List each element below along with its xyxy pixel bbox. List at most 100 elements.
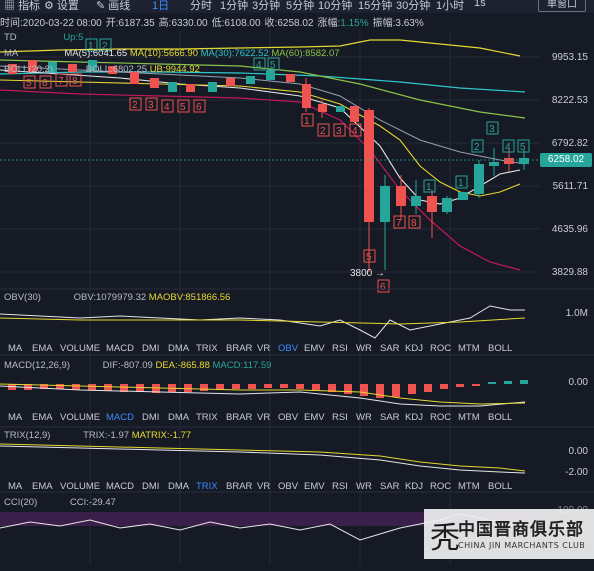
tab-brar[interactable]: BRAR <box>226 412 253 423</box>
grid-lines <box>0 30 540 565</box>
tab-volume[interactable]: VOLUME <box>60 343 101 354</box>
tab-mtm[interactable]: MTM <box>458 343 480 354</box>
tab-dma[interactable]: DMA <box>168 481 190 492</box>
tab-rsi[interactable]: RSI <box>332 412 348 423</box>
tab-dmi[interactable]: DMI <box>142 343 160 354</box>
indicator-label: 指标 <box>18 0 41 12</box>
chart-type-select[interactable]: 单窗口 <box>538 0 586 12</box>
tab-vr[interactable]: VR <box>257 481 271 492</box>
timeframe-1h[interactable]: 1小时 <box>436 0 465 12</box>
price-axis-label: 8222.53 <box>551 95 588 106</box>
boll-ub-value: UB:9944.92 <box>149 64 200 75</box>
tab-ema[interactable]: EMA <box>32 481 53 492</box>
obv-legend: OBV(30) OBV:1079979.32 MAOBV:851866.56 <box>4 292 230 303</box>
svg-text:6: 6 <box>380 282 386 293</box>
tab-obv[interactable]: OBV <box>278 343 299 354</box>
timeframe-15min[interactable]: 15分钟 <box>358 0 393 12</box>
timeframe-timeshare[interactable]: 分时 <box>190 0 212 12</box>
tab-macd[interactable]: MACD <box>106 343 134 354</box>
tab-sar[interactable]: SAR <box>380 343 400 354</box>
tab-mtm[interactable]: MTM <box>458 412 480 423</box>
tab-kdj[interactable]: KDJ <box>405 343 423 354</box>
svg-text:5: 5 <box>26 78 32 89</box>
tab-ma[interactable]: MA <box>8 343 23 354</box>
boll-label: BOLL(20,2) <box>4 64 54 75</box>
tab-brar[interactable]: BRAR <box>226 481 253 492</box>
trix-line <box>0 445 526 474</box>
tab-rsi[interactable]: RSI <box>332 481 348 492</box>
candles <box>8 60 529 272</box>
tab-wr[interactable]: WR <box>356 412 372 423</box>
tab-wr[interactable]: WR <box>356 343 372 354</box>
boll-mid-line <box>0 65 526 165</box>
tab-volume[interactable]: VOLUME <box>60 481 101 492</box>
svg-text:8: 8 <box>72 76 78 87</box>
tab-wr[interactable]: WR <box>356 481 372 492</box>
trix-label: TRIX(12,9) <box>4 430 51 441</box>
svg-text:1: 1 <box>88 41 94 52</box>
draw-line-button[interactable]: ✎ 画线 <box>96 0 131 12</box>
indicator-button[interactable]: ▦ 指标 <box>4 0 41 12</box>
tab-boll[interactable]: BOLL <box>488 343 513 354</box>
tab-vr[interactable]: VR <box>257 412 271 423</box>
macd-dea-value: DEA:-865.88 <box>155 360 210 371</box>
tab-obv[interactable]: OBV <box>278 481 299 492</box>
tab-mtm[interactable]: MTM <box>458 481 480 492</box>
svg-text:2: 2 <box>320 126 326 137</box>
tab-dma[interactable]: DMA <box>168 412 190 423</box>
timeframe-1min[interactable]: 1分钟 <box>220 0 249 12</box>
tab-kdj[interactable]: KDJ <box>405 481 423 492</box>
tab-obv[interactable]: OBV <box>278 412 299 423</box>
macd-value: MACD:117.59 <box>212 360 272 371</box>
tab-dma[interactable]: DMA <box>168 343 190 354</box>
boll-lower-line <box>0 89 521 271</box>
timeframe-3min[interactable]: 3分钟 <box>252 0 281 12</box>
tab-roc[interactable]: ROC <box>430 343 452 354</box>
info-change-label: 涨幅: <box>317 18 341 29</box>
tab-trix[interactable]: TRIX <box>196 481 218 492</box>
boll-upper-line <box>0 39 521 57</box>
tab-ma[interactable]: MA <box>8 412 23 423</box>
tab-ema[interactable]: EMA <box>32 412 53 423</box>
tab-emv[interactable]: EMV <box>304 343 325 354</box>
timeframe-10min[interactable]: 10分钟 <box>318 0 353 12</box>
tab-sar[interactable]: SAR <box>380 481 400 492</box>
tab-sar[interactable]: SAR <box>380 412 400 423</box>
tab-rsi[interactable]: RSI <box>332 343 348 354</box>
tab-ma[interactable]: MA <box>8 481 23 492</box>
matrix-line <box>0 443 526 472</box>
tab-volume[interactable]: VOLUME <box>60 412 101 423</box>
ma30-line <box>0 59 526 119</box>
tab-macd[interactable]: MACD <box>106 481 134 492</box>
tab-roc[interactable]: ROC <box>430 412 452 423</box>
svg-text:1: 1 <box>304 116 310 127</box>
tab-trix[interactable]: TRIX <box>196 412 218 423</box>
tab-ema[interactable]: EMA <box>32 343 53 354</box>
tab-trix[interactable]: TRIX <box>196 343 218 354</box>
current-price-tag: 6258.02 <box>540 153 592 167</box>
watermark-logo: 秃 中国晋商俱乐部 CHINA JIN MARCHANTS CLUB <box>424 509 594 559</box>
macd-legend: MACD(12,26,9) DIF:-807.09 DEA:-865.88 MA… <box>4 360 271 371</box>
timeframe-5min[interactable]: 5分钟 <box>286 0 315 12</box>
price-axis-label: 4635.96 <box>551 224 588 235</box>
timeframe-30min[interactable]: 30分钟 <box>396 0 431 12</box>
tab-macd[interactable]: MACD <box>106 412 134 423</box>
tab-boll[interactable]: BOLL <box>488 412 513 423</box>
tab-brar[interactable]: BRAR <box>226 343 253 354</box>
timeframe-more[interactable]: 1s <box>474 0 486 9</box>
timeframe-1d[interactable]: 1日 <box>152 0 170 12</box>
tab-boll[interactable]: BOLL <box>488 481 513 492</box>
tab-vr[interactable]: VR <box>257 343 271 354</box>
svg-text:7: 7 <box>396 218 402 229</box>
tab-dmi[interactable]: DMI <box>142 481 160 492</box>
tab-kdj[interactable]: KDJ <box>405 412 423 423</box>
settings-button[interactable]: ⚙ 设置 <box>44 0 79 12</box>
tab-roc[interactable]: ROC <box>430 481 452 492</box>
svg-text:4: 4 <box>505 142 511 153</box>
tab-emv[interactable]: EMV <box>304 412 325 423</box>
tab-emv[interactable]: EMV <box>304 481 325 492</box>
svg-text:5: 5 <box>366 252 372 263</box>
cci-legend: CCI(20) CCI:-29.47 <box>4 497 116 508</box>
tab-dmi[interactable]: DMI <box>142 412 160 423</box>
